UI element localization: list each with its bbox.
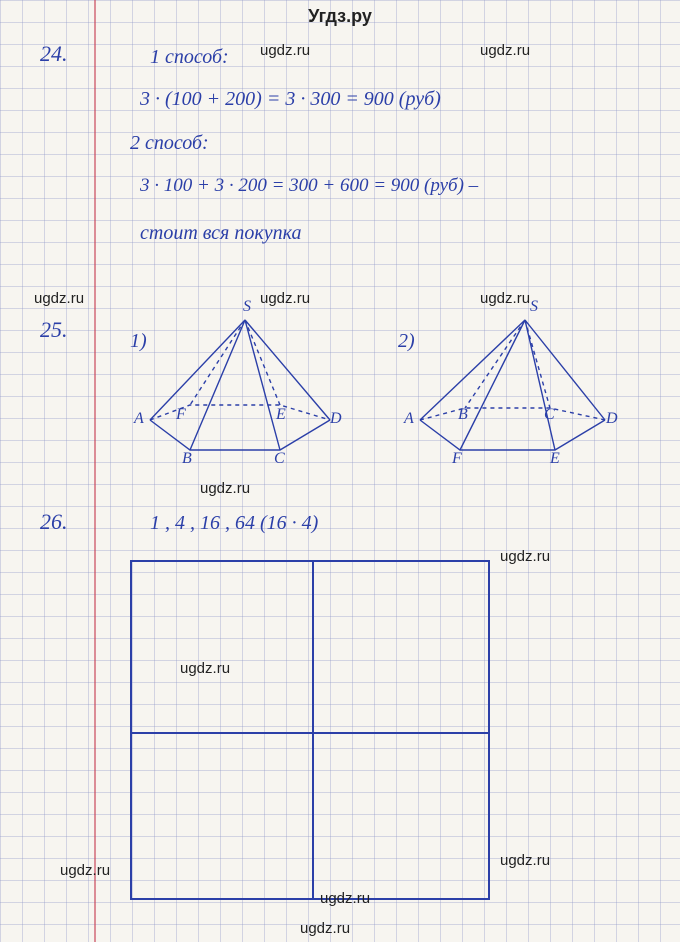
problem-24-method1-expr: 3 · (100 + 200) = 3 · 300 = 900 (руб) bbox=[140, 88, 441, 110]
pyramid1-label-E: E bbox=[276, 406, 286, 424]
watermark: ugdz.ru bbox=[480, 42, 530, 59]
pyramid2-label-B: B bbox=[458, 406, 468, 424]
pyramid1-apex-label: S bbox=[243, 298, 251, 316]
watermark: ugdz.ru bbox=[260, 42, 310, 59]
watermark: ugdz.ru bbox=[320, 890, 370, 907]
watermark: ugdz.ru bbox=[60, 862, 110, 879]
pyramid1-label-D: D bbox=[330, 410, 342, 428]
pyramid2-label-E: E bbox=[550, 450, 560, 468]
pyramid1-label-F: F bbox=[176, 406, 186, 424]
pyramid1-label-B: B bbox=[182, 450, 192, 468]
problem-25-number: 25. bbox=[40, 318, 68, 342]
watermark: ugdz.ru bbox=[480, 290, 530, 307]
problem-26-number: 26. bbox=[40, 510, 68, 534]
problem-24-method2-label: 2 способ: bbox=[130, 132, 209, 154]
watermark: ugdz.ru bbox=[180, 660, 230, 677]
watermark: ugdz.ru bbox=[200, 480, 250, 497]
problem-26-box-vline bbox=[312, 562, 314, 898]
watermark: ugdz.ru bbox=[34, 290, 84, 307]
problem-24-method1-label: 1 способ: bbox=[150, 46, 229, 68]
margin-line bbox=[94, 0, 96, 942]
pyramid2-label-D: D bbox=[606, 410, 618, 428]
pyramid1-label-A: A bbox=[134, 410, 144, 428]
problem-26-box-hline bbox=[132, 732, 488, 734]
watermark: ugdz.ru bbox=[300, 920, 350, 937]
problem-24-number: 24. bbox=[40, 42, 68, 66]
problem-24-method2-expr: 3 · 100 + 3 · 200 = 300 + 600 = 900 (руб… bbox=[140, 176, 478, 197]
pyramid2-apex-label: S bbox=[530, 298, 538, 316]
pyramid-diagram-1: S A B C D E F bbox=[130, 310, 360, 470]
site-title: Угдз.ру bbox=[0, 6, 680, 27]
pyramid2-label-F: F bbox=[452, 450, 462, 468]
problem-26-sequence: 1 , 4 , 16 , 64 (16 · 4) bbox=[150, 512, 318, 534]
watermark: ugdz.ru bbox=[500, 852, 550, 869]
pyramid2-label-C: C bbox=[544, 406, 555, 424]
pyramid1-label-C: C bbox=[274, 450, 285, 468]
pyramid-diagram-2: S A B C D E F bbox=[400, 310, 630, 470]
notebook-page: Угдз.ру 24. 1 способ: 3 · (100 + 200) = … bbox=[0, 0, 680, 942]
problem-24-conclusion: стоит вся покупка bbox=[140, 222, 301, 244]
watermark: ugdz.ru bbox=[500, 548, 550, 565]
watermark: ugdz.ru bbox=[260, 290, 310, 307]
pyramid2-label-A: A bbox=[404, 410, 414, 428]
problem-26-box bbox=[130, 560, 490, 900]
